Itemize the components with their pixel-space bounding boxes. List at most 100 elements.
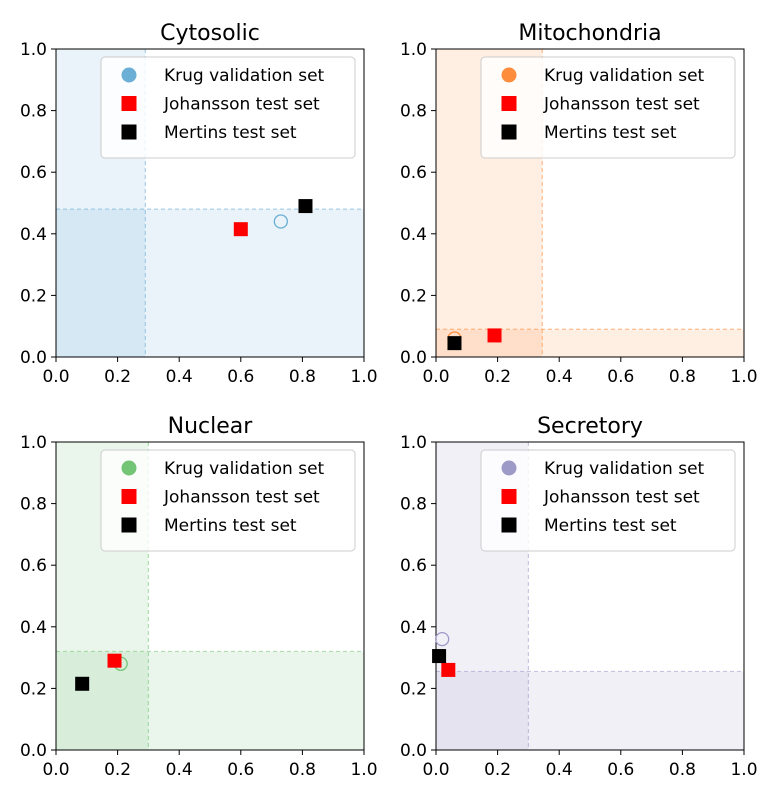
chart-2-point-mertins [75,676,90,691]
chart-3-xtick-label: 0.0 [422,760,449,780]
chart-1-legend-marker-johansson [501,96,517,111]
chart-0-xtick-label: 0.4 [166,367,193,387]
chart-0-legend-label: Johansson test set [163,95,320,115]
chart-0-xtick-label: 0.2 [104,367,131,387]
chart-3-xtick-label: 1.0 [730,760,757,780]
chart-3-legend-box [480,449,736,552]
chart-3-xtick-label: 0.6 [607,760,634,780]
chart-1-xtick-label: 0.6 [607,367,634,387]
chart-3-legend-marker-johansson [501,489,517,504]
chart-0-panel: 0.0 0.2 0.4 0.6 0.8 1.0 0.0 0.2 0.4 0.6 0.8 1.0 Cyto… [20,21,378,387]
chart-1-ytick-label: 0.6 [400,163,427,183]
chart-1-ytick-label: 0.8 [400,102,427,122]
chart-0-title: Cytosolic [160,21,260,46]
chart-2-legend-label: Johansson test set [163,488,320,508]
chart-0-ytick-label: 1.0 [20,40,47,60]
chart-0-axes-frame [55,48,365,358]
chart-2-legend-marker-johansson [121,489,137,504]
chart-3-legend-label: Johansson test set [543,488,700,508]
chart-1-xtick-label: 0.0 [422,367,449,387]
chart-0-ytick-label: 0.4 [20,225,47,245]
chart-3-ytick-label: 0.4 [400,618,427,638]
chart-2-ytick-label: 1.0 [20,433,47,453]
chart-1-ytick-label: 1.0 [400,40,427,60]
chart-0-legend-marker-krug [121,67,137,83]
chart-3-axes-frame [435,441,745,751]
chart-2-legend-marker-mertins [121,517,137,533]
chart-0-xtick-label: 1.0 [350,367,377,387]
chart-2-panel: 0.0 0.2 0.4 0.6 0.8 1.0 0.0 0.2 0.4 0.6 0.8 1.0 Nucl… [20,414,378,780]
chart-2-xtick-label: 1.0 [350,760,377,780]
chart-0-legend-label: Mertins test set [164,123,297,143]
chart-1-panel: 0.0 0.2 0.4 0.6 0.8 1.0 0.0 0.2 0.4 0.6 0.8 1.0 Mito… [400,21,758,387]
chart-3-panel: 0.0 0.2 0.4 0.6 0.8 1.0 0.0 0.2 0.4 0.6 0.8 1.0 Secr… [400,414,758,780]
chart-0-xtick-label: 0.6 [227,367,254,387]
chart-3-xtick-label: 0.8 [669,760,696,780]
chart-3-ytick-label: 0.6 [400,556,427,576]
chart-1-title: Mitochondria [518,21,661,46]
chart-3-legend-marker-mertins [501,517,517,533]
chart-3-point-krug [435,631,450,647]
chart-1-point-johansson [487,328,502,343]
chart-3-xtick-label: 0.2 [484,760,511,780]
chart-2-ytick-label: 0.8 [20,495,47,515]
chart-1-ytick-label: 0.2 [400,286,427,306]
chart-2-xtick-label: 0.4 [166,760,193,780]
chart-0-shade-y-region [56,209,364,357]
chart-2-legend-label: Mertins test set [164,516,297,536]
chart-0-ytick-label: 0.0 [20,348,47,368]
chart-1-legend-label: Mertins test set [544,123,677,143]
chart-1-shade-y-region [436,329,744,357]
chart-3-legend: Krug validation set Johansson test set Mer… [480,449,736,552]
chart-1-legend-label: Krug validation set [544,66,705,86]
chart-0-xtick-label: 0.8 [289,367,316,387]
chart-0-legend-marker-mertins [121,124,137,140]
chart-2-xtick-label: 0.0 [42,760,69,780]
chart-2-ytick-label: 0.0 [20,741,47,761]
chart-1-ytick-label: 0.4 [400,225,427,245]
chart-0-point-johansson [233,222,248,237]
chart-2-xtick-label: 0.6 [227,760,254,780]
chart-3-legend-label: Mertins test set [544,516,677,536]
chart-2-ytick-label: 0.2 [20,679,47,699]
chart-0-ytick-label: 0.8 [20,102,47,122]
chart-0-ytick-label: 0.6 [20,163,47,183]
chart-1-legend-label: Johansson test set [543,95,700,115]
chart-0-legend-label: Krug validation set [164,66,325,86]
chart-2-point-johansson [107,653,122,668]
chart-2-legend-marker-krug [121,460,137,476]
chart-3-title: Secretory [537,414,643,439]
chart-3-legend-marker-krug [501,460,517,476]
chart-0-legend-marker-johansson [121,96,137,111]
chart-1-legend: Krug validation set Johansson test set Mer… [480,56,736,159]
chart-1-xtick-label: 1.0 [730,367,757,387]
chart-3-ytick-label: 1.0 [400,433,427,453]
chart-1-point-mertins [447,336,462,351]
chart-0-point-mertins [298,199,313,214]
chart-2-title: Nuclear [168,414,254,439]
chart-2-ytick-label: 0.6 [20,556,47,576]
chart-0-xtick-label: 0.0 [42,367,69,387]
chart-2-legend-box [100,449,356,552]
chart-1-legend-marker-krug [501,67,517,83]
chart-3-ytick-label: 0.8 [400,495,427,515]
chart-1-ytick-label: 0.0 [400,348,427,368]
chart-1-xtick-label: 0.2 [484,367,511,387]
chart-0-legend: Krug validation set Johansson test set Mer… [100,56,356,159]
chart-0-ytick-label: 0.2 [20,286,47,306]
chart-2-legend: Krug validation set Johansson test set Mer… [100,449,356,552]
chart-0-legend-box [100,56,356,159]
chart-1-xtick-label: 0.8 [669,367,696,387]
chart-1-legend-marker-mertins [501,124,517,140]
chart-3-ytick-label: 0.0 [400,741,427,761]
chart-3-ytick-label: 0.2 [400,679,427,699]
chart-3-point-mertins [432,649,447,664]
chart-2-legend-label: Krug validation set [164,459,325,479]
chart-1-legend-box [480,56,736,159]
chart-2-shade-y-region [56,651,364,750]
chart-3-shade-y-region [436,671,744,750]
chart-2-xtick-label: 0.2 [104,760,131,780]
chart-3-xtick-label: 0.4 [546,760,573,780]
chart-2-ytick-label: 0.4 [20,618,47,638]
